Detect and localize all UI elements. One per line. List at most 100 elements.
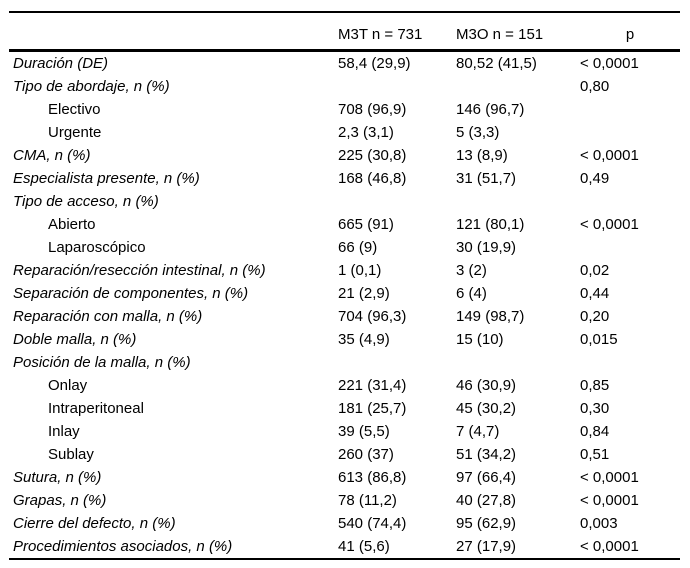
row-label: Sublay [48, 446, 94, 463]
row-label: Procedimientos asociados, n (%) [13, 538, 233, 555]
cell-m3t: 39 (5,5) [338, 423, 390, 440]
cell-m3o: 80,52 (41,5) [456, 55, 537, 72]
table-row: Duración (DE) 58,4 (29,9) 80,52 (41,5) < 0,… [9, 51, 680, 76]
cell-m3t: 78 (11,2) [338, 492, 397, 509]
table-row: Laparoscópico 66 (9) 30 (19,9) [9, 236, 680, 259]
table-row: Urgente 2,3 (3,1) 5 (3,3) [9, 121, 680, 144]
cell-p: < 0,0001 [580, 147, 639, 164]
cell-m3t: 58,4 (29,9) [338, 55, 411, 72]
cell-m3t: 35 (4,9) [338, 331, 390, 348]
cell-m3o: 6 (4) [456, 285, 487, 302]
row-label: Reparación/resección intestinal, n (%) [13, 262, 266, 279]
cell-m3o: 13 (8,9) [456, 147, 508, 164]
cell-m3o: 97 (66,4) [456, 469, 517, 486]
table-row: Cierre del defecto, n (%) 540 (74,4) 95 (6… [9, 512, 680, 535]
cell-p: < 0,0001 [580, 55, 639, 72]
cell-p: < 0,0001 [580, 216, 639, 233]
table-row: Especialista presente, n (%) 168 (46,8) 31… [9, 167, 680, 190]
cell-p: < 0,0001 [580, 469, 639, 486]
cell-m3o: 7 (4,7) [456, 423, 500, 440]
cell-m3o: 40 (27,8) [456, 492, 517, 509]
table-row: Doble malla, n (%) 35 (4,9) 15 (10) 0,015 [9, 328, 680, 351]
cell-m3o: 146 (96,7) [456, 101, 525, 118]
row-label: Inlay [48, 423, 80, 440]
row-label: CMA, n (%) [13, 147, 91, 164]
cell-m3o: 31 (51,7) [456, 170, 517, 187]
cell-p [580, 121, 680, 144]
cell-p: 0,02 [580, 262, 610, 279]
row-label: Reparación con malla, n (%) [13, 308, 203, 325]
cell-m3o: 149 (98,7) [456, 308, 525, 325]
row-label: Sutura, n (%) [13, 469, 102, 486]
row-label: Duración (DE) [13, 55, 109, 72]
row-label: Especialista presente, n (%) [13, 170, 200, 187]
cell-p: 0,84 [580, 423, 610, 440]
table-row: Onlay 221 (31,4) 46 (30,9) 0,85 [9, 374, 680, 397]
row-label: Urgente [48, 124, 102, 141]
row-label: Doble malla, n (%) [13, 331, 137, 348]
table-row: Grapas, n (%) 78 (11,2) 40 (27,8) < 0,0001 [9, 489, 680, 512]
cell-m3t: 221 (31,4) [338, 377, 407, 394]
cell-m3o: 46 (30,9) [456, 377, 517, 394]
cell-m3o: 45 (30,2) [456, 400, 517, 417]
table-row: Sublay 260 (37) 51 (34,2) 0,51 [9, 443, 680, 466]
row-label: Laparoscópico [48, 239, 146, 256]
row-label: Posición de la malla, n (%) [13, 354, 191, 371]
header-p: p [580, 12, 680, 52]
cell-m3t [338, 75, 456, 98]
table-row: Inlay 39 (5,5) 7 (4,7) 0,84 [9, 420, 680, 443]
comparison-table: M3T n = 731 M3O n = 151 p Duración (DE) 5… [9, 11, 680, 560]
cell-m3o: 30 (19,9) [456, 239, 517, 256]
cell-p: < 0,0001 [580, 492, 639, 509]
cell-m3t: 540 (74,4) [338, 515, 407, 532]
cell-p: 0,003 [580, 515, 618, 532]
cell-m3o: 15 (10) [456, 331, 504, 348]
table-row: Reparación/resección intestinal, n (%) 1 … [9, 259, 680, 282]
cell-p: 0,80 [580, 78, 610, 95]
cell-m3t: 2,3 (3,1) [338, 124, 394, 141]
cell-m3t: 225 (30,8) [338, 147, 407, 164]
row-label: Tipo de acceso, n (%) [13, 193, 159, 210]
table-row: Posición de la malla, n (%) [9, 351, 680, 374]
header-m3t: M3T n = 731 [338, 12, 456, 52]
cell-p [580, 236, 680, 259]
cell-m3t: 260 (37) [338, 446, 394, 463]
cell-p [580, 351, 680, 374]
row-label: Intraperitoneal [48, 400, 144, 417]
table-row: Tipo de abordaje, n (%) 0,80 [9, 75, 680, 98]
cell-m3t: 21 (2,9) [338, 285, 390, 302]
cell-m3o [456, 75, 580, 98]
header-empty [9, 12, 338, 52]
cell-p: 0,44 [580, 285, 610, 302]
header-row: M3T n = 731 M3O n = 151 p [9, 12, 680, 52]
cell-p: 0,49 [580, 170, 610, 187]
header-m3o: M3O n = 151 [456, 12, 580, 52]
table-row: Procedimientos asociados, n (%) 41 (5,6) 2… [9, 535, 680, 559]
cell-p: < 0,0001 [580, 538, 639, 555]
cell-m3o: 3 (2) [456, 262, 487, 279]
table-row: Sutura, n (%) 613 (86,8) 97 (66,4) < 0,0001 [9, 466, 680, 489]
cell-m3o: 27 (17,9) [456, 538, 517, 555]
table-row: CMA, n (%) 225 (30,8) 13 (8,9) < 0,0001 [9, 144, 680, 167]
cell-m3t: 181 (25,7) [338, 400, 407, 417]
row-label: Onlay [48, 377, 88, 394]
cell-m3t: 41 (5,6) [338, 538, 390, 555]
cell-p: 0,20 [580, 308, 610, 325]
cell-m3t: 704 (96,3) [338, 308, 407, 325]
table-row: Electivo 708 (96,9) 146 (96,7) [9, 98, 680, 121]
cell-m3o: 51 (34,2) [456, 446, 517, 463]
cell-p: 0,015 [580, 331, 618, 348]
row-label: Abierto [48, 216, 96, 233]
cell-p [580, 190, 680, 213]
table-row: Reparación con malla, n (%) 704 (96,3) 149… [9, 305, 680, 328]
cell-m3t: 66 (9) [338, 239, 378, 256]
comparison-table-wrap: M3T n = 731 M3O n = 151 p Duración (DE) 5… [9, 11, 680, 560]
cell-m3o: 95 (62,9) [456, 515, 517, 532]
cell-m3t: 665 (91) [338, 216, 394, 233]
row-label: Cierre del defecto, n (%) [13, 515, 176, 532]
cell-m3o: 121 (80,1) [456, 216, 525, 233]
cell-p [580, 98, 680, 121]
row-label: Tipo de abordaje, n (%) [13, 78, 170, 95]
cell-m3t: 1 (0,1) [338, 262, 382, 279]
cell-p: 0,51 [580, 446, 610, 463]
